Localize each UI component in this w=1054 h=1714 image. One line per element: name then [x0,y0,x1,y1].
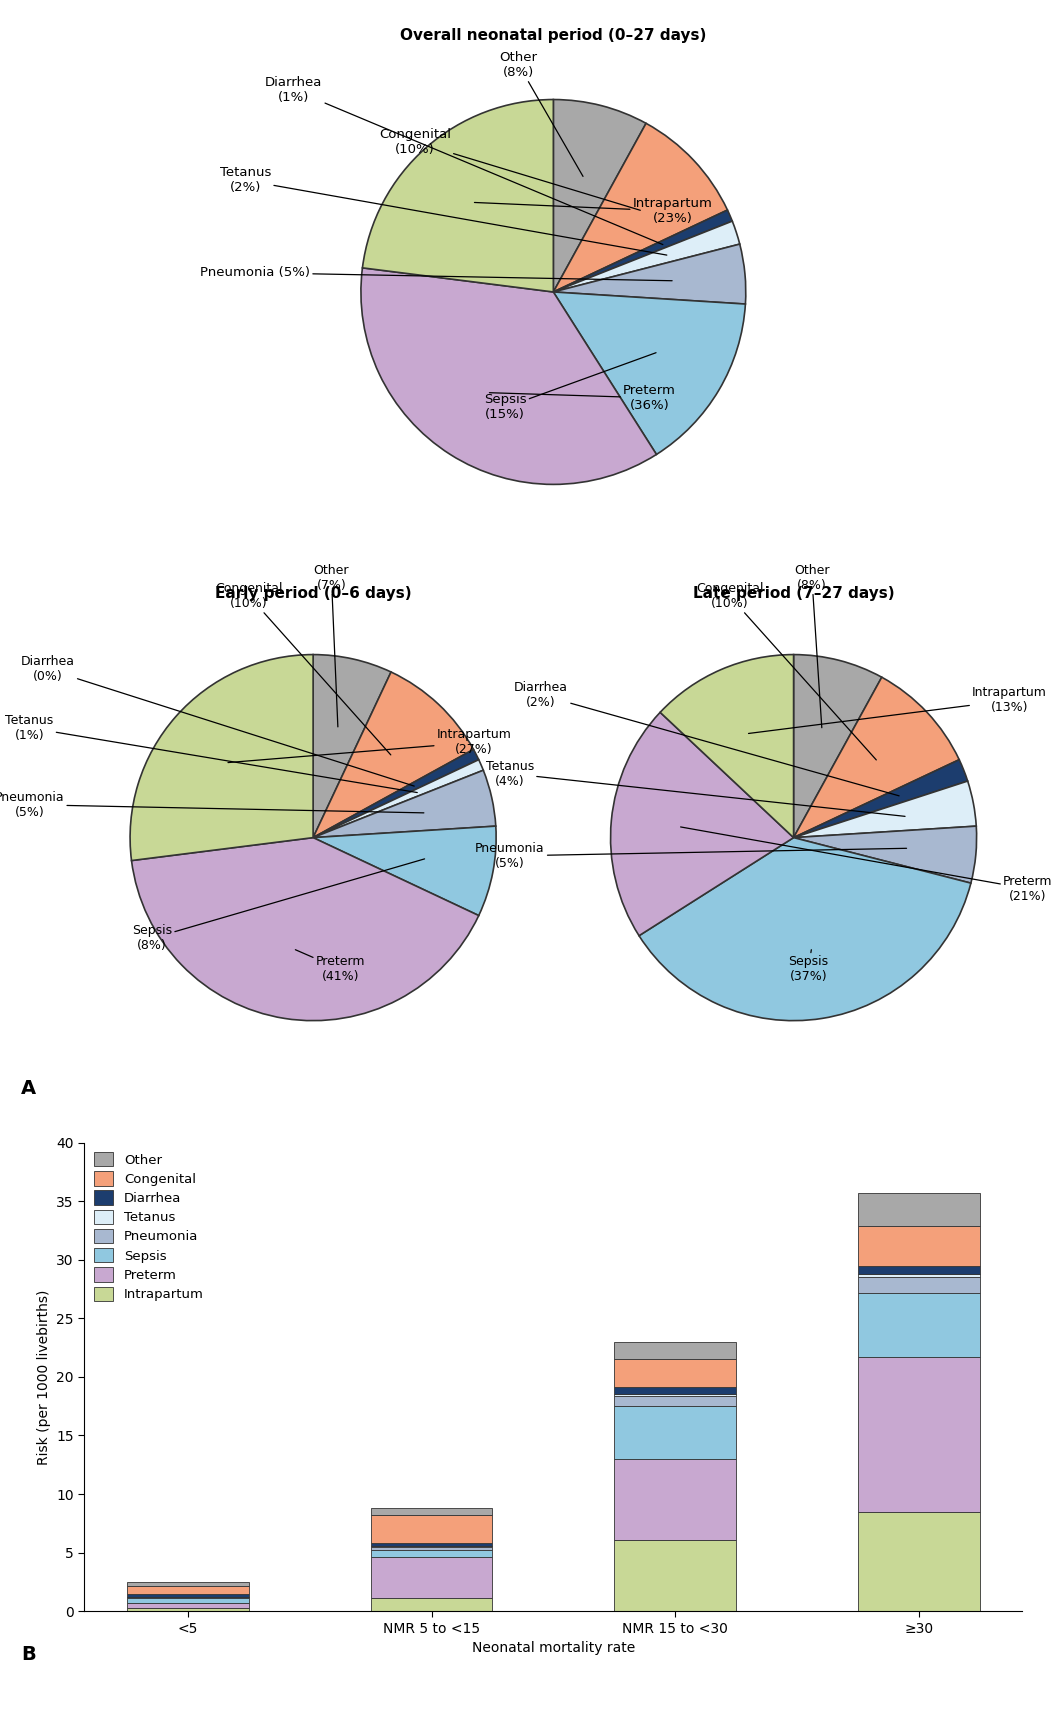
Wedge shape [553,123,727,291]
Wedge shape [794,782,976,838]
Bar [126,1603,249,1608]
Bar [371,1508,492,1515]
Bar [858,1193,980,1226]
Bar [614,1405,736,1459]
Wedge shape [610,713,794,936]
Bar [614,1359,736,1388]
Text: Diarrhea
(2%): Diarrhea (2%) [514,680,899,795]
Title: Overall neonatal period (0–27 days): Overall neonatal period (0–27 days) [401,29,706,43]
Bar [614,1539,736,1611]
Wedge shape [794,826,977,883]
Bar [371,1515,492,1543]
Text: Diarrhea
(0%): Diarrhea (0%) [21,655,414,787]
Text: Intrapartum
(27%): Intrapartum (27%) [228,728,511,763]
Bar [614,1393,736,1395]
Text: Diarrhea
(1%): Diarrhea (1%) [265,75,663,245]
Bar [126,1608,249,1611]
Bar [371,1597,492,1611]
Legend: Other, Congenital, Diarrhea, Tetanus, Pneumonia, Sepsis, Preterm, Intrapartum: Other, Congenital, Diarrhea, Tetanus, Pn… [89,1147,209,1306]
Wedge shape [794,677,959,838]
Wedge shape [363,99,553,291]
Title: Early period (0–6 days): Early period (0–6 days) [215,586,411,600]
Wedge shape [313,749,479,838]
Text: Preterm
(36%): Preterm (36%) [489,384,676,411]
Bar [126,1597,249,1603]
Text: Other
(8%): Other (8%) [794,564,829,728]
Wedge shape [360,267,657,485]
Text: Pneumonia
(5%): Pneumonia (5%) [0,790,424,819]
Bar [858,1277,980,1292]
Wedge shape [313,759,484,838]
Text: B: B [21,1644,36,1664]
Text: Congenital
(10%): Congenital (10%) [215,583,391,754]
Bar [371,1549,492,1558]
Text: Tetanus
(1%): Tetanus (1%) [5,713,417,792]
Bar [126,1594,249,1596]
Y-axis label: Risk (per 1000 livebirths): Risk (per 1000 livebirths) [37,1289,51,1465]
Text: Congenital
(10%): Congenital (10%) [696,583,876,759]
Wedge shape [553,221,740,291]
Bar [858,1274,980,1277]
Text: Pneumonia
(5%): Pneumonia (5%) [475,842,906,871]
Text: Sepsis
(15%): Sepsis (15%) [484,353,656,422]
Text: Sepsis
(8%): Sepsis (8%) [132,859,425,953]
Bar [858,1265,980,1274]
Wedge shape [794,759,968,838]
Text: Tetanus
(4%): Tetanus (4%) [486,759,905,816]
Bar [371,1558,492,1597]
Wedge shape [639,838,971,1020]
Text: Other
(7%): Other (7%) [314,564,349,727]
Bar [858,1226,980,1265]
Bar [614,1388,736,1393]
Wedge shape [553,211,733,291]
Bar [614,1342,736,1359]
Text: Intrapartum
(13%): Intrapartum (13%) [748,686,1047,734]
Bar [371,1546,492,1549]
Text: Tetanus
(2%): Tetanus (2%) [220,166,667,255]
Wedge shape [132,838,479,1020]
Wedge shape [553,243,746,303]
Text: Intrapartum
(23%): Intrapartum (23%) [474,197,713,225]
Wedge shape [313,770,495,838]
Text: Preterm
(41%): Preterm (41%) [295,950,366,984]
Text: Preterm
(21%): Preterm (21%) [681,826,1053,903]
Bar [371,1543,492,1546]
Text: A: A [21,1078,36,1099]
X-axis label: Neonatal mortality rate: Neonatal mortality rate [472,1640,635,1656]
Wedge shape [660,655,794,838]
Text: Other
(8%): Other (8%) [500,51,583,177]
Text: Pneumonia (5%): Pneumonia (5%) [200,266,672,281]
Wedge shape [553,99,646,291]
Bar [126,1585,249,1594]
Bar [126,1582,249,1585]
Bar [858,1357,980,1512]
Wedge shape [313,655,391,838]
Wedge shape [794,655,882,838]
Bar [614,1459,736,1539]
Wedge shape [553,291,745,454]
Bar [614,1395,736,1405]
Wedge shape [130,655,313,860]
Title: Late period (7–27 days): Late period (7–27 days) [692,586,895,600]
Bar [858,1512,980,1611]
Wedge shape [313,672,473,838]
Text: Sepsis
(37%): Sepsis (37%) [788,950,828,984]
Wedge shape [313,826,496,915]
Text: Congenital
(10%): Congenital (10%) [378,129,641,211]
Bar [858,1292,980,1357]
